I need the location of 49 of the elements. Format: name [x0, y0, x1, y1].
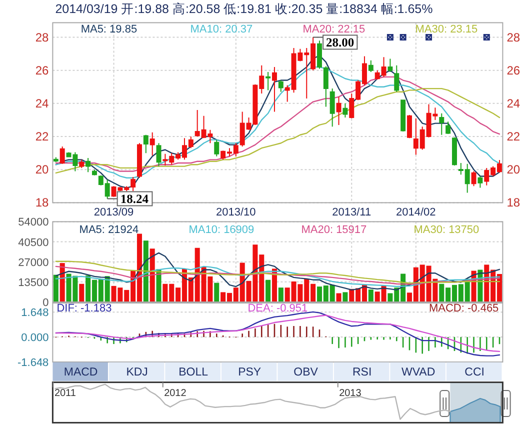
- y-tick-label: 54000: [18, 216, 49, 229]
- y-tick-label: 20: [35, 162, 50, 177]
- y-tick-label: 28: [35, 30, 50, 44]
- text: RSI: [352, 366, 372, 379]
- text: WVAD: [401, 366, 436, 379]
- y-tick-label: 0: [42, 297, 49, 309]
- x-tick-label: 2013/11: [332, 206, 372, 219]
- y-tick-label: 18: [35, 196, 50, 210]
- y-tick-label: 40500: [18, 236, 49, 249]
- y-tick-label: 13500: [18, 276, 49, 289]
- x-tick-label: 2013: [339, 388, 362, 399]
- text: KDJ: [126, 366, 148, 379]
- text: MA5: 21924: [79, 224, 139, 236]
- text: BOLL: [178, 366, 209, 379]
- series-label: DIF: -1.183: [56, 302, 112, 314]
- x-tick-label: 2013/09: [94, 206, 134, 219]
- text: OBV: [294, 366, 318, 379]
- text: MA20: 15917: [301, 224, 367, 236]
- y-tick-label: 27000: [18, 256, 49, 269]
- y-tick-label: 26: [35, 63, 50, 78]
- series-label: DEA: -0.951: [248, 302, 308, 314]
- text: MA10: 20.37: [190, 24, 253, 36]
- chart-title: 2014/03/19 开:19.88 高:20.58 低:19.81 收:20.35 量:18834 幅:1.65%: [55, 1, 433, 16]
- y2-tick-label: 24: [506, 96, 520, 110]
- text: PSY: [238, 366, 262, 379]
- y2-tick-label: 26: [506, 63, 520, 78]
- text: MACD: [64, 366, 98, 379]
- text: CCI: [464, 366, 484, 379]
- annotation: 28.00: [326, 36, 354, 50]
- y-tick-label: 1.648: [21, 307, 49, 320]
- text: MA30: 13750: [414, 224, 480, 236]
- x-tick-label: 2011: [54, 388, 76, 399]
- y-tick-label: 22: [35, 130, 50, 144]
- y-tick-label: 0.000: [21, 332, 49, 344]
- x-tick-label: 2012: [164, 388, 187, 399]
- y-tick-label: 24: [35, 96, 50, 110]
- text: MA5: 19.85: [80, 24, 138, 36]
- text: MA10: 16909: [188, 224, 254, 236]
- y2-tick-label: 18: [506, 196, 520, 210]
- text: MA30: 23.15: [415, 24, 478, 36]
- annotation: 18.24: [120, 192, 150, 206]
- x-tick-label: 2013/10: [216, 206, 256, 219]
- x-tick-label: 2014/02: [396, 206, 436, 219]
- y2-tick-label: 20: [506, 162, 520, 177]
- y2-tick-label: 22: [506, 130, 520, 144]
- text: MA20: 22.15: [302, 24, 366, 36]
- y2-tick-label: 28: [506, 30, 520, 44]
- y-tick-label: -1.648: [17, 357, 49, 369]
- text: MACD: -0.465: [428, 302, 499, 314]
